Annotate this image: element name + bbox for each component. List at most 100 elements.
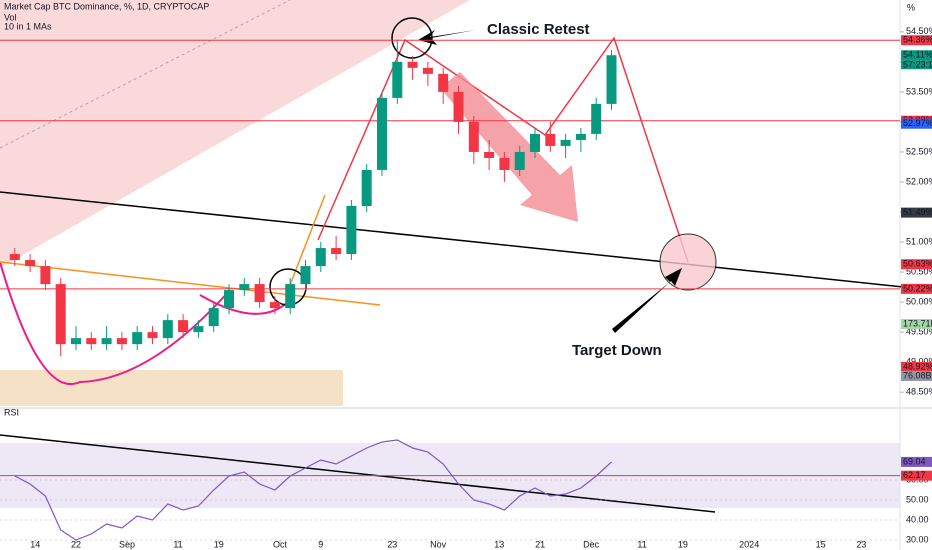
y-tick-label: 52.00% [906,176,932,186]
candle-body [346,206,357,255]
x-tick-label: 2024 [739,539,759,549]
candle-body [484,151,495,158]
y-tick-label: 52.50% [906,146,932,156]
candle-body [178,320,189,333]
trend-line [0,261,381,306]
candle-body [254,284,265,303]
rsi-level-box [901,470,932,481]
price-label: 50.22% [903,283,932,293]
candle-body [315,248,326,267]
rsi-trend-line [0,434,716,513]
candle-body [530,133,540,152]
x-tick-label: 14 [30,539,40,549]
candle-body [55,284,66,345]
pointer-arrow [612,268,682,333]
candle-body [162,320,173,339]
candle-body [438,73,449,92]
candle-body [300,266,311,285]
x-tick-label: 19 [214,539,224,549]
candle-body [132,332,143,345]
annotation: Classic Retest [487,21,590,38]
candle-body [25,260,36,267]
volume-label: 76.08B [903,370,932,380]
projection-path [317,36,689,263]
rsi-tick-label: 40.00 [906,514,929,524]
candle-body [269,302,280,309]
candle-body [560,139,571,146]
candle-body [86,338,97,345]
rsi-level-label: 62.17 [903,470,926,480]
price-label-box [901,361,932,372]
x-tick-label: 21 [535,539,545,549]
down-arrow [440,72,578,222]
handle-curve [199,294,291,315]
candle-body [606,55,617,104]
channel-line [0,0,291,149]
x-tick-label: 23 [387,539,397,549]
candle-body [193,326,204,333]
rsi-tick-label: 30.00 [906,534,929,544]
price-label: 54.11% [903,50,932,60]
channel-zone [0,0,470,268]
volume-label-box [901,319,932,329]
price-label: 50.63% [903,259,932,269]
target-circle [659,233,717,291]
x-tick-label: 11 [637,539,646,549]
trend-line [0,191,932,291]
cup-curve [0,261,231,385]
price-label-box [901,259,932,270]
y-tick-label: 50.00% [906,296,932,306]
price-label-box [901,35,932,46]
x-tick-label: Oct [273,539,288,549]
y-tick-label: 53.50% [906,86,932,96]
candle-body [422,67,433,74]
candle-body [499,157,510,170]
price-label: 54.36% [903,35,932,45]
candle-body [377,97,387,170]
candle-body [208,308,219,327]
volume-label: Vol [4,12,17,22]
candle-body [285,284,296,309]
volume-label-box [901,371,932,381]
candle-body [71,338,81,345]
countdown-box [901,60,932,70]
rsi-line [14,439,612,541]
x-tick-label: 15 [816,539,826,549]
ma-label: 10 in 1 MAs [4,21,52,31]
x-tick-label: 23 [856,539,866,549]
candle-body [591,103,602,134]
candle-body [116,338,127,345]
candle-body [9,254,20,261]
highlight-circle [391,17,433,59]
x-tick-label: Sep [119,539,135,549]
rsi-last-box [901,456,932,467]
x-tick-label: Dec [583,539,600,549]
y-tick-label: 48.50% [906,387,932,397]
candle-body [575,133,586,140]
x-tick-label: 19 [678,539,688,549]
candle-body [40,266,51,285]
candle-body [545,133,556,146]
candle-body [147,332,158,339]
price-label: 51.49% [903,207,932,217]
volume-label: 173.71B [903,318,932,328]
price-label-box [901,50,932,61]
chart-title: Market Cap BTC Dominance, %, 1D, CRYPTOC… [4,1,209,11]
axis-unit: % [907,2,915,12]
price-label-box [901,207,932,218]
annotation: Target Down [572,342,662,359]
x-tick-label: 13 [494,539,504,549]
rsi-tick-label: 50.00 [906,494,929,504]
volume-zone [0,370,343,406]
x-tick-label: 22 [71,539,81,549]
y-tick-label: 51.00% [906,236,932,246]
price-label-box [901,283,932,294]
candle-body [331,248,342,255]
pointer-arrow [418,30,476,45]
y-tick-label: 54.50% [906,26,932,36]
price-label-box [901,118,932,129]
x-tick-label: Nov [430,539,447,549]
x-tick-label: 9 [318,539,323,549]
candle-body [392,61,403,98]
